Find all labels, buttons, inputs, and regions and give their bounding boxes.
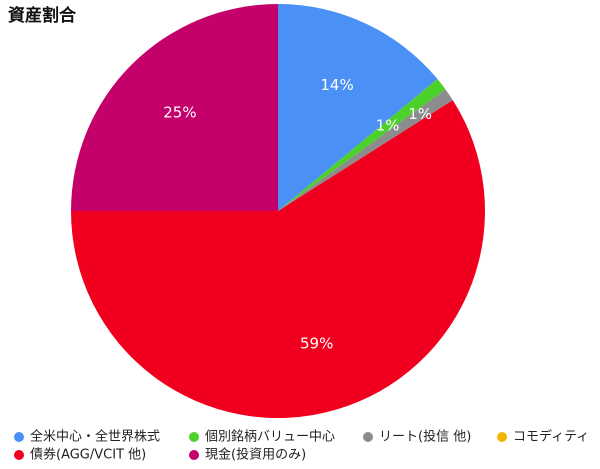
slice-label: 25% [163,103,196,121]
pie-slice [278,89,453,211]
legend-marker [189,432,199,442]
legend-label: 全米中心・全世界株式 [30,429,160,445]
legend-label: コモディティ [513,429,589,445]
pie-slice [71,4,278,211]
pie-slice [278,4,438,211]
legend-marker [189,450,199,460]
legend-marker [497,432,507,442]
legend-label: 債券(AGG/VCIT 他) [30,447,146,463]
legend-label: リート(投信 他) [379,429,471,445]
legend-marker [14,432,24,442]
legend-label: 個別銘柄バリュー中心 [205,430,335,445]
pie-slice [71,100,486,419]
slice-label: 1% [376,116,400,134]
legend-marker [14,450,24,460]
chart-title: 資産割合 [8,5,77,26]
legend-marker [363,432,373,442]
slice-label: 1% [408,105,432,123]
slice-label: 14% [320,76,353,94]
slice-label: 59% [300,335,333,353]
pie-slice [278,79,446,211]
legend-label: 現金(投資用のみ) [205,447,306,463]
